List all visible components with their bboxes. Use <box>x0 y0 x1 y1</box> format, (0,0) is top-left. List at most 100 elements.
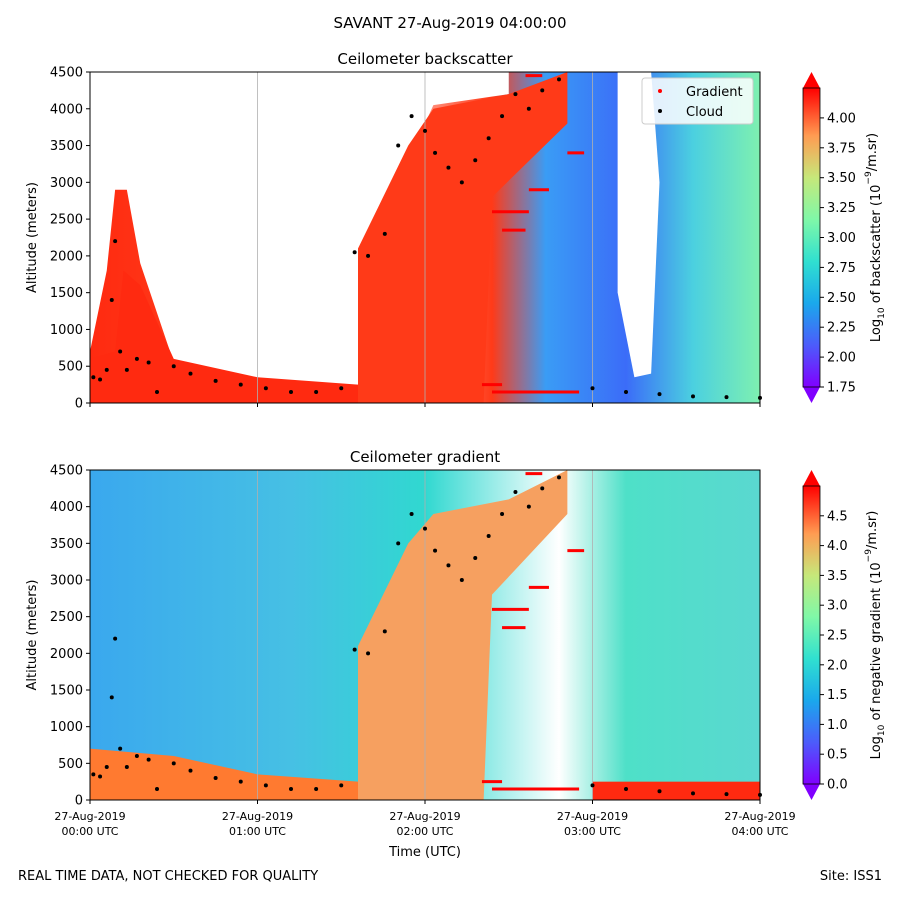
x-tick-label-date: 27-Aug-2019 <box>724 810 795 823</box>
x-tick-label-time: 02:00 UTC <box>396 825 453 838</box>
cloud-point <box>540 486 545 491</box>
cloud-point <box>109 298 114 303</box>
cloud-point <box>396 143 401 148</box>
x-tick-label-time: 01:00 UTC <box>229 825 286 838</box>
cloud-point <box>366 253 371 258</box>
y-tick-label: 1500 <box>50 684 83 699</box>
cloud-point <box>146 757 151 762</box>
colorbar-tick-label: 3.75 <box>827 141 856 156</box>
no-data-region <box>90 72 358 385</box>
colorbar: 0.0 0.5 1.0 1.5 2.0 2.5 3.0 3.5 4.0 4.5 Log10 of n… <box>802 470 887 800</box>
chart-panel-1: Ceilometer backscatter 0 500 1000 1500 2000 25… <box>25 50 887 412</box>
cloud-point <box>188 371 193 376</box>
colorbar-tick-label: 2.25 <box>827 321 856 336</box>
cloud-point <box>526 504 531 509</box>
site-label: Site: ISS1 <box>819 869 882 884</box>
colorbar-tick-label: 1.75 <box>827 381 856 396</box>
cloud-point <box>289 787 293 791</box>
no-data-region <box>617 72 660 378</box>
cloud-point <box>459 180 464 185</box>
cloud-point <box>446 165 451 170</box>
cloud-point <box>134 754 139 758</box>
colorbar: 1.75 2.00 2.25 2.50 2.75 3.00 3.25 3.50 3.75 4.00… <box>802 72 887 403</box>
cloud-point <box>624 389 628 394</box>
cloud-point <box>213 776 218 780</box>
colorbar-extend-min <box>803 784 820 800</box>
cloud-point <box>557 77 561 82</box>
cloud-point <box>500 114 505 119</box>
y-tick-label: 1000 <box>50 720 83 735</box>
x-tick-label-date: 27-Aug-2019 <box>557 810 628 823</box>
cloud-point <box>134 356 139 361</box>
colorbar-tick-label: 2.50 <box>827 291 856 306</box>
cloud-point <box>339 783 344 788</box>
cloud-point <box>724 395 729 400</box>
y-tick-label: 0 <box>75 397 83 412</box>
cloud-point <box>657 789 662 794</box>
cloud-point <box>526 106 531 111</box>
cloud-point <box>473 158 478 163</box>
y-axis-label: Altitude (meters) <box>25 580 40 691</box>
cloud-point <box>155 389 159 394</box>
cloud-point <box>238 382 243 387</box>
y-tick-label: 500 <box>58 360 83 375</box>
cloud-point <box>433 548 438 553</box>
quality-note: REAL TIME DATA, NOT CHECKED FOR QUALITY <box>18 869 319 884</box>
figure-title: SAVANT 27-Aug-2019 04:00:00 <box>333 14 567 32</box>
colorbar-fill <box>803 486 820 784</box>
y-tick-label: 2000 <box>50 647 83 662</box>
legend: Gradient Cloud <box>641 77 754 125</box>
cloud-point <box>124 367 129 372</box>
colorbar-tick-label: 0.5 <box>827 748 848 763</box>
y-tick-label: 0 <box>75 794 83 809</box>
cloud-point <box>98 377 103 382</box>
cloud-point <box>238 779 243 784</box>
colorbar-tick-label: 3.25 <box>827 201 856 216</box>
dense-backscatter-region <box>90 270 358 403</box>
colorbar-tick-label: 2.00 <box>827 351 856 366</box>
cloud-point <box>171 761 176 766</box>
colorbar-extend-max <box>803 470 820 486</box>
y-tick-label: 3000 <box>50 574 83 589</box>
legend-marker <box>658 89 662 93</box>
colorbar-tick-label: 2.75 <box>827 261 856 276</box>
y-tick-label: 4500 <box>50 464 83 479</box>
cloud-point <box>657 392 662 397</box>
cloud-point <box>691 791 695 796</box>
cloud-point <box>724 792 729 797</box>
cloud-point <box>691 394 695 399</box>
cloud-point <box>423 526 427 531</box>
x-axis-label: Time (UTC) <box>388 845 461 860</box>
cloud-point <box>540 88 545 93</box>
cloud-point <box>590 783 595 788</box>
cloud-point <box>113 636 118 641</box>
colorbar-tick-label: 2.5 <box>827 629 848 644</box>
cloud-point <box>155 787 159 791</box>
y-tick-label: 4500 <box>50 66 83 81</box>
colorbar-tick-label: 4.5 <box>827 509 848 524</box>
colorbar-extend-min <box>803 387 820 403</box>
cloud-point <box>98 774 103 779</box>
colorbar-tick-label: 1.0 <box>827 718 848 733</box>
cloud-point <box>433 150 438 155</box>
cloud-point <box>263 386 268 391</box>
y-tick-label: 2500 <box>50 610 83 625</box>
y-tick-label: 500 <box>58 757 83 772</box>
cloud-point <box>104 367 109 372</box>
cloud-point <box>382 231 387 236</box>
colorbar-tick-label: 3.5 <box>827 569 848 584</box>
cloud-point <box>314 787 319 791</box>
cloud-point <box>758 792 762 797</box>
y-axis-label: Altitude (meters) <box>25 182 40 293</box>
x-tick-label-date: 27-Aug-2019 <box>389 810 460 823</box>
dense-gradient-region <box>358 470 568 800</box>
x-tick-label-time: 03:00 UTC <box>564 825 621 838</box>
cloud-point <box>188 768 193 773</box>
x-tick-label-date: 27-Aug-2019 <box>222 810 293 823</box>
cloud-point <box>513 92 518 97</box>
cloud-point <box>118 349 123 354</box>
y-tick-label: 4000 <box>50 102 83 117</box>
cloud-point <box>352 250 357 255</box>
colorbar-extend-max <box>803 72 820 88</box>
